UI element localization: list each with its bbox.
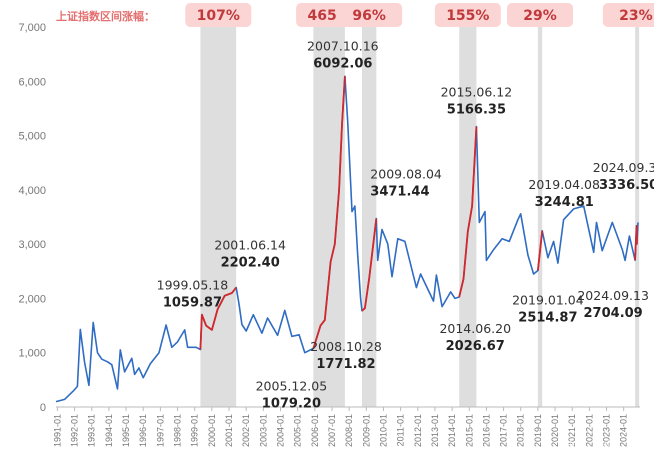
rise-pill-label: 29% (523, 8, 557, 24)
rise-pill (602, 3, 654, 27)
rise-band (200, 27, 237, 407)
x-tick-label: 2019-01 (533, 414, 543, 447)
annotation-value: 6092.06 (313, 56, 372, 71)
annotation-date: 2014.06.20 (439, 321, 511, 336)
rise-period-bands (200, 27, 640, 407)
index-series (55, 75, 639, 403)
x-tick-label: 2006-01 (310, 414, 320, 447)
x-tick-label: 2021-01 (567, 414, 577, 447)
rise-pill (185, 3, 252, 27)
annotation-date: 2019.04.08 (528, 177, 600, 192)
annotation-date: 2009.08.04 (370, 167, 442, 182)
x-tick-label: 2005-01 (293, 414, 303, 447)
annotation-value: 1771.82 (316, 357, 375, 372)
rise-pill (434, 3, 501, 27)
x-tick-label: 2024-01 (619, 414, 629, 447)
rise-segment (361, 218, 378, 312)
rise-band (459, 27, 477, 407)
x-tick-label: 2003-01 (258, 414, 268, 447)
annotation-date: 1999.05.18 (157, 277, 229, 292)
x-tick-label: 2004-01 (276, 414, 286, 447)
y-tick-label: 6,000 (18, 76, 46, 88)
annotation-value: 1059.87 (163, 295, 222, 310)
point-annotations: 1999.05.18 1059.87 2001.06.14 2202.40 2005.1… (157, 38, 654, 411)
annotation-date: 2015.06.12 (441, 85, 513, 100)
x-tick-label: 1991-01 (52, 414, 62, 447)
rise-band (362, 27, 377, 407)
annotation-date: 2001.06.14 (214, 237, 286, 252)
x-axis: 1991-01 1992-01 1993-01 1994-01 1995-01 1996-… (52, 407, 629, 447)
annotation-value: 5166.35 (447, 103, 506, 118)
rise-percentage-pills: 107% 465% 96% 155% 29% 23% (185, 3, 654, 27)
x-tick-label: 1997-01 (155, 414, 165, 447)
x-tick-label: 2008-01 (344, 414, 354, 447)
x-tick-label: 2000-01 (207, 414, 217, 447)
annotation-date: 2008.10.28 (310, 339, 382, 354)
annotation-value: 1079.20 (262, 396, 321, 411)
rise-band (635, 27, 640, 407)
y-tick-label: 4,000 (18, 185, 46, 197)
rise-band (313, 27, 345, 407)
rise-pill-label: 107% (197, 8, 240, 24)
rise-band (537, 27, 543, 407)
rise-pill-label: 23% (619, 8, 653, 24)
annotation-value: 3471.44 (370, 185, 429, 200)
header-label: 上证指数区间涨幅： (56, 9, 155, 23)
x-tick-label: 2011-01 (396, 414, 406, 446)
x-tick-label: 1992-01 (70, 414, 80, 447)
x-tick-label: 2015-01 (464, 414, 474, 447)
x-tick-label: 2023-01 (602, 414, 612, 447)
x-tick-label: 1993-01 (87, 414, 97, 447)
x-tick-label: 2012-01 (413, 414, 423, 447)
y-tick-label: 7,000 (18, 22, 46, 34)
rise-segment (458, 126, 478, 298)
x-tick-label: 2002-01 (241, 414, 251, 447)
x-tick-label: 2018-01 (516, 414, 526, 447)
x-tick-label: 2017-01 (499, 414, 509, 447)
x-tick-label: 1994-01 (104, 414, 114, 447)
x-tick-label: 2009-01 (361, 414, 371, 447)
annotation-date: 2007.10.16 (307, 38, 379, 53)
watermark: 郭一鸣 (566, 439, 614, 458)
x-tick-label: 1999-01 (190, 414, 200, 447)
rise-segment (199, 286, 237, 350)
y-tick-label: 1,000 (18, 348, 46, 360)
rise-segment (312, 76, 346, 349)
annotation-value: 2026.67 (446, 339, 505, 354)
annotation-date: 2019.01.04 (512, 292, 584, 307)
annotation-date: 2005.12.05 (256, 378, 328, 393)
x-tick-label: 2013-01 (430, 414, 440, 447)
annotation-value: 3244.81 (535, 195, 594, 210)
x-tick-label: 2001-01 (224, 414, 234, 447)
y-tick-label: 3,000 (18, 239, 46, 251)
x-tick-label: 2007-01 (327, 414, 337, 447)
rise-segment (634, 224, 638, 261)
annotation-value: 2514.87 (518, 310, 577, 325)
x-tick-label: 2016-01 (481, 414, 491, 447)
rise-pill-label: 96% (352, 8, 386, 24)
y-axis: 0 1,000 2,000 3,000 4,000 5,000 6,000 7,000 (18, 22, 46, 414)
x-tick-label: 2014-01 (447, 414, 457, 447)
annotation-date: 2024.09.13 (577, 288, 649, 303)
rise-pill (507, 3, 574, 27)
annotation-value: 3336.50 (599, 178, 654, 193)
x-tick-label: 1995-01 (121, 414, 131, 447)
annotation-date: 2024.09.30 (593, 160, 654, 175)
rise-segment (537, 230, 544, 271)
rise-pill (336, 3, 403, 27)
y-tick-label: 0 (40, 402, 46, 414)
x-tick-label: 2020-01 (550, 414, 560, 447)
y-tick-label: 5,000 (18, 131, 46, 143)
annotation-value: 2704.09 (584, 306, 643, 321)
annotation-value: 2202.40 (221, 255, 280, 270)
rise-pill-label: 155% (446, 8, 489, 24)
x-tick-label: 2022-01 (584, 414, 594, 447)
x-tick-label: 1996-01 (138, 414, 148, 447)
x-tick-label: 1998-01 (173, 414, 183, 447)
y-tick-label: 2,000 (18, 293, 46, 305)
x-tick-label: 2010-01 (378, 414, 388, 447)
